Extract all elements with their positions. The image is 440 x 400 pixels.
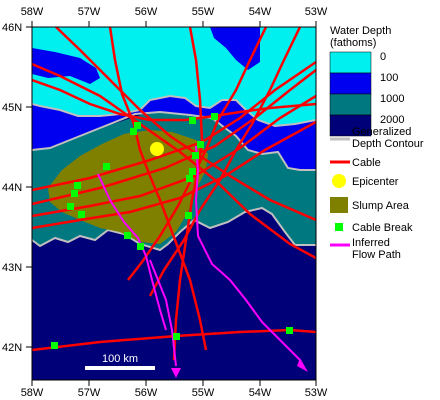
- ticks: [26, 21, 317, 386]
- left-axis-label: 46N: [2, 22, 22, 34]
- shelf-notch-upper-right: [210, 27, 260, 70]
- bottom-axis-label: 54W: [249, 387, 272, 399]
- flow-path: [194, 145, 301, 361]
- left-axis-labels: 46N 45N 44N 43N 42N: [2, 22, 22, 354]
- left-axis-label: 44N: [2, 182, 22, 194]
- left-axis-label: 43N: [2, 262, 22, 274]
- cables: [32, 27, 316, 361]
- legend-epicenter-label: Epicenter: [352, 176, 399, 188]
- cable-break: [134, 122, 141, 129]
- legend-epicenter-icon: [332, 174, 346, 188]
- cable-break: [186, 175, 193, 182]
- cable-break: [74, 182, 81, 189]
- legend-title: Water Depth (fathoms): [330, 25, 394, 49]
- legend-slump-swatch: [330, 197, 348, 213]
- left-axis-label: 45N: [2, 102, 22, 114]
- scale-bar: [85, 366, 155, 370]
- cable-line: [108, 27, 208, 351]
- cable-break: [185, 212, 192, 219]
- depth-contour: [32, 206, 316, 252]
- cable-break: [130, 128, 137, 135]
- cable-breaks: [51, 113, 293, 349]
- cable-break: [173, 333, 180, 340]
- map-frame: [31, 26, 317, 381]
- cable-break: [189, 168, 196, 175]
- top-axis-label: 53W: [305, 6, 328, 18]
- cable-break: [78, 211, 85, 218]
- flow-arrowhead: [297, 358, 308, 372]
- bottom-axis-label: 57W: [78, 387, 101, 399]
- top-axis-label: 58W: [21, 6, 44, 18]
- cable-break: [71, 190, 78, 197]
- legend-cable-label: Cable: [352, 157, 381, 169]
- cable-break: [67, 203, 74, 210]
- legend-flow-label: Inferred Flow Path: [352, 237, 401, 261]
- bottom-axis-label: 55W: [192, 387, 215, 399]
- bottom-axis-labels: 58W 57W 56W 55W 54W 53W: [21, 387, 328, 399]
- cable-line: [172, 27, 204, 361]
- flow-path: [149, 259, 177, 367]
- cable-line: [32, 94, 316, 218]
- map-panel: 100 km: [32, 27, 316, 380]
- legend-depth-label: 100: [380, 72, 398, 84]
- bottom-axis-label: 58W: [21, 387, 44, 399]
- depth-contour: [32, 94, 316, 128]
- cable-line: [127, 27, 268, 281]
- legend-swatch-depth-0: [329, 51, 372, 74]
- cable-break: [103, 163, 110, 170]
- cable-line: [148, 27, 302, 297]
- cable-break: [137, 243, 144, 250]
- cable-break: [211, 113, 218, 120]
- cable-line: [32, 120, 316, 230]
- cable-break: [51, 342, 58, 349]
- top-axis-labels: 58W 57W 56W 55W 54W 53W: [21, 6, 328, 18]
- cable-line: [32, 62, 316, 260]
- shelf-notch: [32, 48, 100, 84]
- left-axis-label: 42N: [2, 342, 22, 354]
- bottom-axis-label: 56W: [135, 387, 158, 399]
- top-axis-label: 54W: [249, 6, 272, 18]
- cable-break: [197, 141, 204, 148]
- top-axis-label: 56W: [135, 6, 158, 18]
- legend-break-icon: [335, 223, 343, 231]
- legend-depth-label: 1000: [380, 93, 404, 105]
- legend-depth-label: 0: [380, 51, 386, 63]
- scale-label: 100 km: [102, 353, 138, 365]
- cable-line: [32, 328, 316, 352]
- slump-area: [48, 130, 208, 244]
- cable-line: [32, 78, 316, 122]
- depth-contour: [32, 110, 316, 171]
- cable-break: [192, 152, 199, 159]
- legend-swatch-depth-1000: [329, 93, 372, 116]
- bottom-axis-label: 53W: [305, 387, 328, 399]
- top-axis-label: 57W: [78, 6, 101, 18]
- legend: Water Depth (fathoms) 0 100 1000 2000 Ge…: [329, 25, 424, 261]
- cable-break: [124, 232, 131, 239]
- cable-break: [286, 327, 293, 334]
- epicenter-marker: [150, 142, 164, 156]
- cable-break: [189, 117, 196, 124]
- legend-depth-label: 2000: [380, 114, 404, 126]
- legend-swatch-depth-2000: [329, 114, 372, 137]
- cable-line: [55, 27, 316, 222]
- legend-swatch-depth-100: [329, 72, 372, 95]
- top-axis-label: 55W: [192, 6, 215, 18]
- legend-slump-label: Slump Area: [352, 200, 410, 212]
- legend-contour-label: Generalized Depth Contour: [352, 126, 424, 150]
- flow-arrowhead: [171, 368, 181, 378]
- cable-line: [32, 69, 316, 206]
- legend-break-label: Cable Break: [352, 222, 413, 234]
